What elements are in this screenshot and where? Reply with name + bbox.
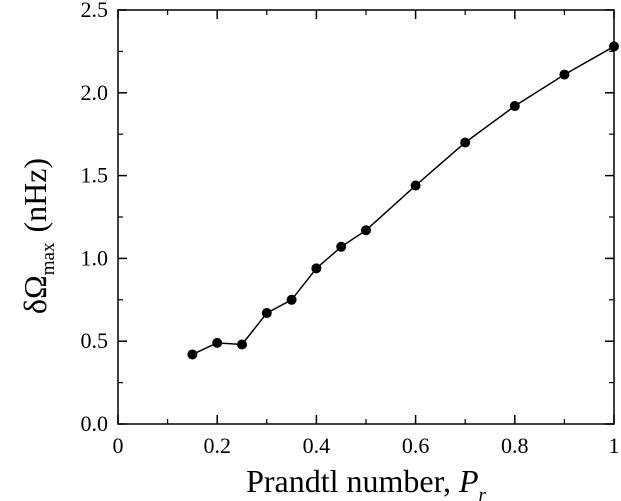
series-line <box>192 45 615 356</box>
y-tick-label: 0.0 <box>81 411 109 436</box>
x-tick-label: 0.8 <box>501 433 529 458</box>
data-point <box>187 349 198 360</box>
data-point <box>410 180 421 191</box>
x-tick-label: 0.6 <box>402 433 430 458</box>
data-point <box>559 69 570 80</box>
data-point <box>460 137 471 148</box>
data-point <box>509 101 520 112</box>
y-tick-label: 1.0 <box>81 245 109 270</box>
axis-ticks <box>117 9 615 425</box>
y-tick-label: 2.5 <box>81 0 109 22</box>
data-point <box>286 294 297 305</box>
x-tick-label: 0 <box>113 433 124 458</box>
x-tick-label: 0.2 <box>203 433 231 458</box>
data-point <box>336 241 347 252</box>
y-tick-label: 0.5 <box>81 328 109 353</box>
y-axis-title: δΩmax(nHz) <box>17 158 59 314</box>
data-series <box>187 41 619 360</box>
plot-frame <box>117 9 615 425</box>
x-axis-title: Prandtl number, Pr <box>246 463 486 501</box>
y-tick-label: 2.0 <box>81 80 109 105</box>
y-tick-label: 1.5 <box>81 163 109 188</box>
data-point <box>237 339 247 350</box>
data-point <box>361 225 371 236</box>
x-tick-label: 1 <box>609 433 620 458</box>
x-tick-label: 0.4 <box>303 433 331 458</box>
data-point <box>311 263 322 274</box>
data-point <box>609 41 619 52</box>
data-point <box>261 308 272 319</box>
data-point <box>212 337 223 348</box>
tick-labels: 0 0.2 0.4 0.6 0.8 1 0.0 0.5 1.0 1.5 2.0 2.5 <box>81 0 620 458</box>
